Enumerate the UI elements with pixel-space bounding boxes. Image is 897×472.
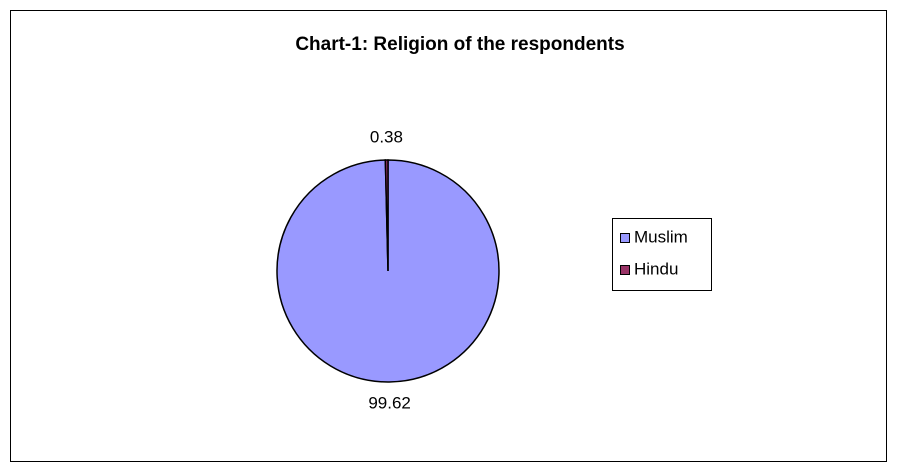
legend-swatch — [620, 233, 630, 243]
legend-label: Muslim — [634, 227, 688, 246]
pie-slice — [384, 159, 389, 272]
data-label: 0.38 — [370, 127, 403, 146]
chart-title: Chart-1: Religion of the respondents — [295, 34, 624, 55]
data-label: 99.62 — [368, 393, 411, 412]
legend-swatch — [620, 265, 630, 275]
legend-label: Hindu — [634, 259, 678, 278]
legend-box — [612, 218, 712, 291]
